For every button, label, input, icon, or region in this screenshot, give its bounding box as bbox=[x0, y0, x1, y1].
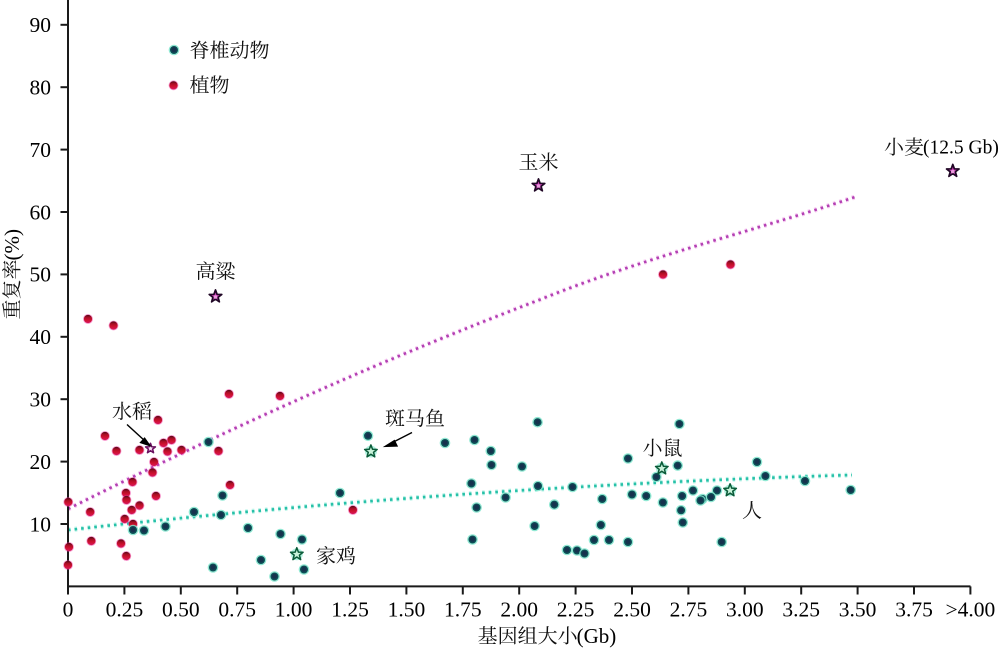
svg-text:0: 0 bbox=[63, 598, 74, 622]
svg-text:2.75: 2.75 bbox=[670, 598, 708, 622]
svg-text:0.25: 0.25 bbox=[106, 598, 144, 622]
svg-text:0.50: 0.50 bbox=[162, 598, 200, 622]
svg-text:3.75: 3.75 bbox=[895, 598, 933, 622]
svg-text:70: 70 bbox=[30, 138, 52, 162]
svg-text:3.00: 3.00 bbox=[726, 598, 764, 622]
svg-text:0.75: 0.75 bbox=[218, 598, 256, 622]
svg-text:(%): (%) bbox=[0, 229, 24, 260]
svg-text:2.00: 2.00 bbox=[500, 598, 538, 622]
svg-text:2.25: 2.25 bbox=[557, 598, 595, 622]
svg-text:2.50: 2.50 bbox=[613, 598, 651, 622]
svg-text:50: 50 bbox=[30, 263, 52, 287]
svg-text:60: 60 bbox=[30, 200, 52, 224]
svg-text:40: 40 bbox=[30, 325, 52, 349]
svg-text:90: 90 bbox=[30, 13, 52, 37]
svg-text:(12.5 Gb): (12.5 Gb) bbox=[923, 138, 999, 159]
svg-text:30: 30 bbox=[30, 388, 52, 412]
svg-text:80: 80 bbox=[30, 76, 52, 100]
svg-text:(Gb): (Gb) bbox=[577, 624, 617, 648]
svg-text:1.25: 1.25 bbox=[331, 598, 369, 622]
svg-text:1.00: 1.00 bbox=[275, 598, 313, 622]
svg-text:10: 10 bbox=[30, 512, 52, 536]
svg-text:3.50: 3.50 bbox=[839, 598, 877, 622]
svg-text:>4.00: >4.00 bbox=[946, 598, 996, 622]
svg-text:1.50: 1.50 bbox=[388, 598, 426, 622]
svg-text:3.25: 3.25 bbox=[782, 598, 820, 622]
svg-text:1.75: 1.75 bbox=[444, 598, 482, 622]
svg-text:20: 20 bbox=[30, 450, 52, 474]
